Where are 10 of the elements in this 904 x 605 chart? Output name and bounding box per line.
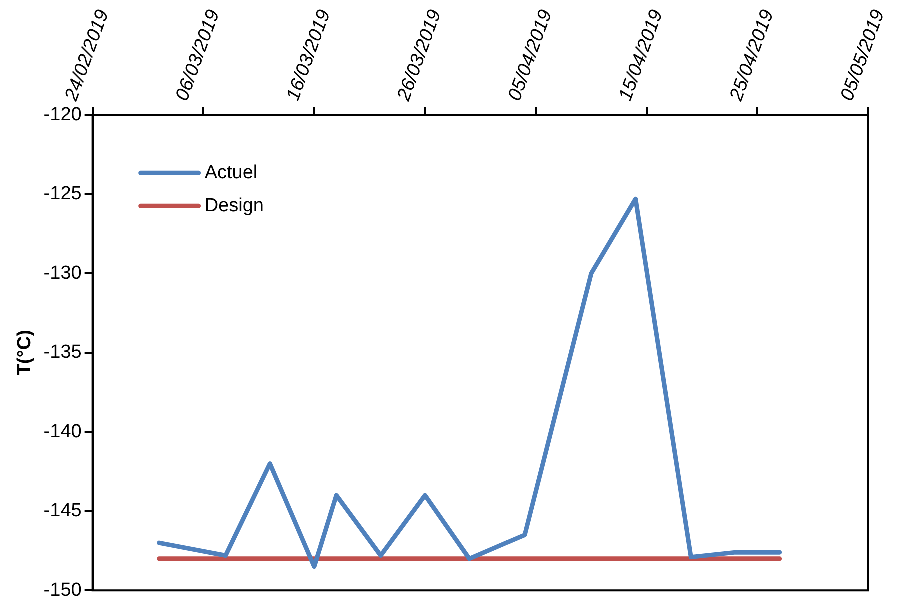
y-tick-label: -125 xyxy=(44,184,82,205)
y-axis-title: T(°C) xyxy=(14,330,36,376)
y-tick-label: -140 xyxy=(44,421,82,442)
legend-label: Design xyxy=(204,195,264,216)
legend-label: Actuel xyxy=(204,162,258,184)
y-tick-label: -135 xyxy=(44,342,82,364)
y-tick-label: -150 xyxy=(44,580,82,601)
y-tick-label: -130 xyxy=(44,262,82,284)
y-tick-label: -120 xyxy=(44,104,82,126)
y-tick-label: -145 xyxy=(44,500,82,522)
